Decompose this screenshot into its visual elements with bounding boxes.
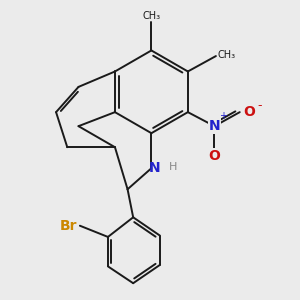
Text: -: - bbox=[258, 99, 262, 112]
Text: O: O bbox=[208, 148, 220, 163]
Text: N: N bbox=[209, 119, 220, 133]
Text: Br: Br bbox=[60, 219, 77, 233]
Text: N: N bbox=[149, 161, 160, 175]
Text: O: O bbox=[243, 105, 255, 119]
Text: H: H bbox=[169, 162, 178, 172]
Text: +: + bbox=[219, 111, 227, 121]
Text: CH₃: CH₃ bbox=[142, 11, 160, 21]
Text: CH₃: CH₃ bbox=[217, 50, 236, 60]
